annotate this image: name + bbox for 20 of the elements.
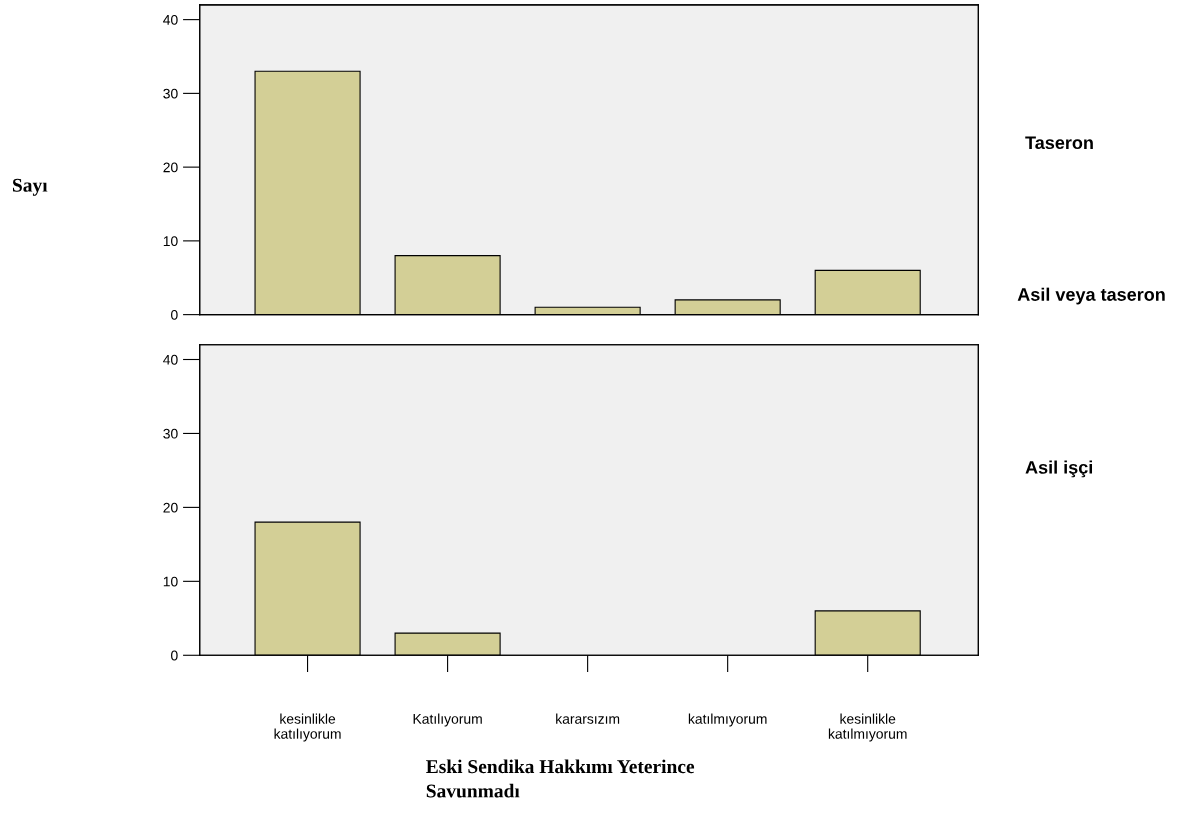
y-tick-label: 20 — [163, 162, 178, 173]
x-tick-label: Katılıyorum — [413, 713, 482, 727]
x-axis-title: Eski Sendika Hakkımı Yeterince Savunmadı — [426, 759, 695, 798]
y2-axis-title: Asil işçi — [1025, 460, 1093, 478]
y2-axis-title: Taseron — [1025, 136, 1093, 150]
x-tick-label: kararsızım — [556, 713, 620, 724]
y-tick-label: 20 — [163, 502, 178, 513]
y-tick-label: 30 — [163, 88, 178, 99]
x-tick-label: katılmıyorum — [688, 713, 767, 727]
x-tick-label: kesinlikle katılıyorum — [274, 713, 341, 742]
text: Asil veya taseron — [1017, 287, 1165, 305]
y-tick-label: 0 — [171, 309, 178, 320]
y-tick-label: 10 — [163, 236, 178, 247]
y-tick-label: 10 — [163, 576, 178, 587]
y-tick-label: 30 — [163, 428, 178, 439]
y-tick-label: 40 — [163, 14, 178, 25]
y-tick-label: 40 — [163, 354, 178, 365]
y-tick-label: 0 — [171, 650, 178, 661]
y-axis-title: Sayı — [13, 178, 48, 196]
x-tick-label: kesinlikle katılmıyorum — [828, 713, 907, 742]
